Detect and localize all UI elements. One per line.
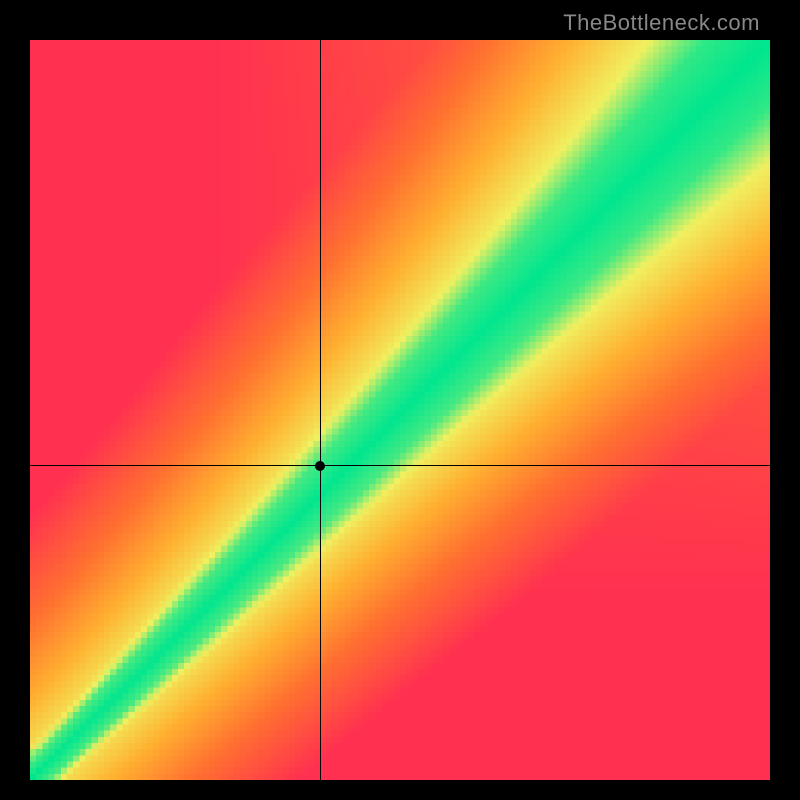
heatmap-canvas [30,40,770,780]
plot-area [30,40,770,780]
crosshair-marker [315,461,325,471]
crosshair-horizontal [30,465,770,466]
watermark-text: TheBottleneck.com [563,10,760,36]
crosshair-vertical [320,40,321,780]
